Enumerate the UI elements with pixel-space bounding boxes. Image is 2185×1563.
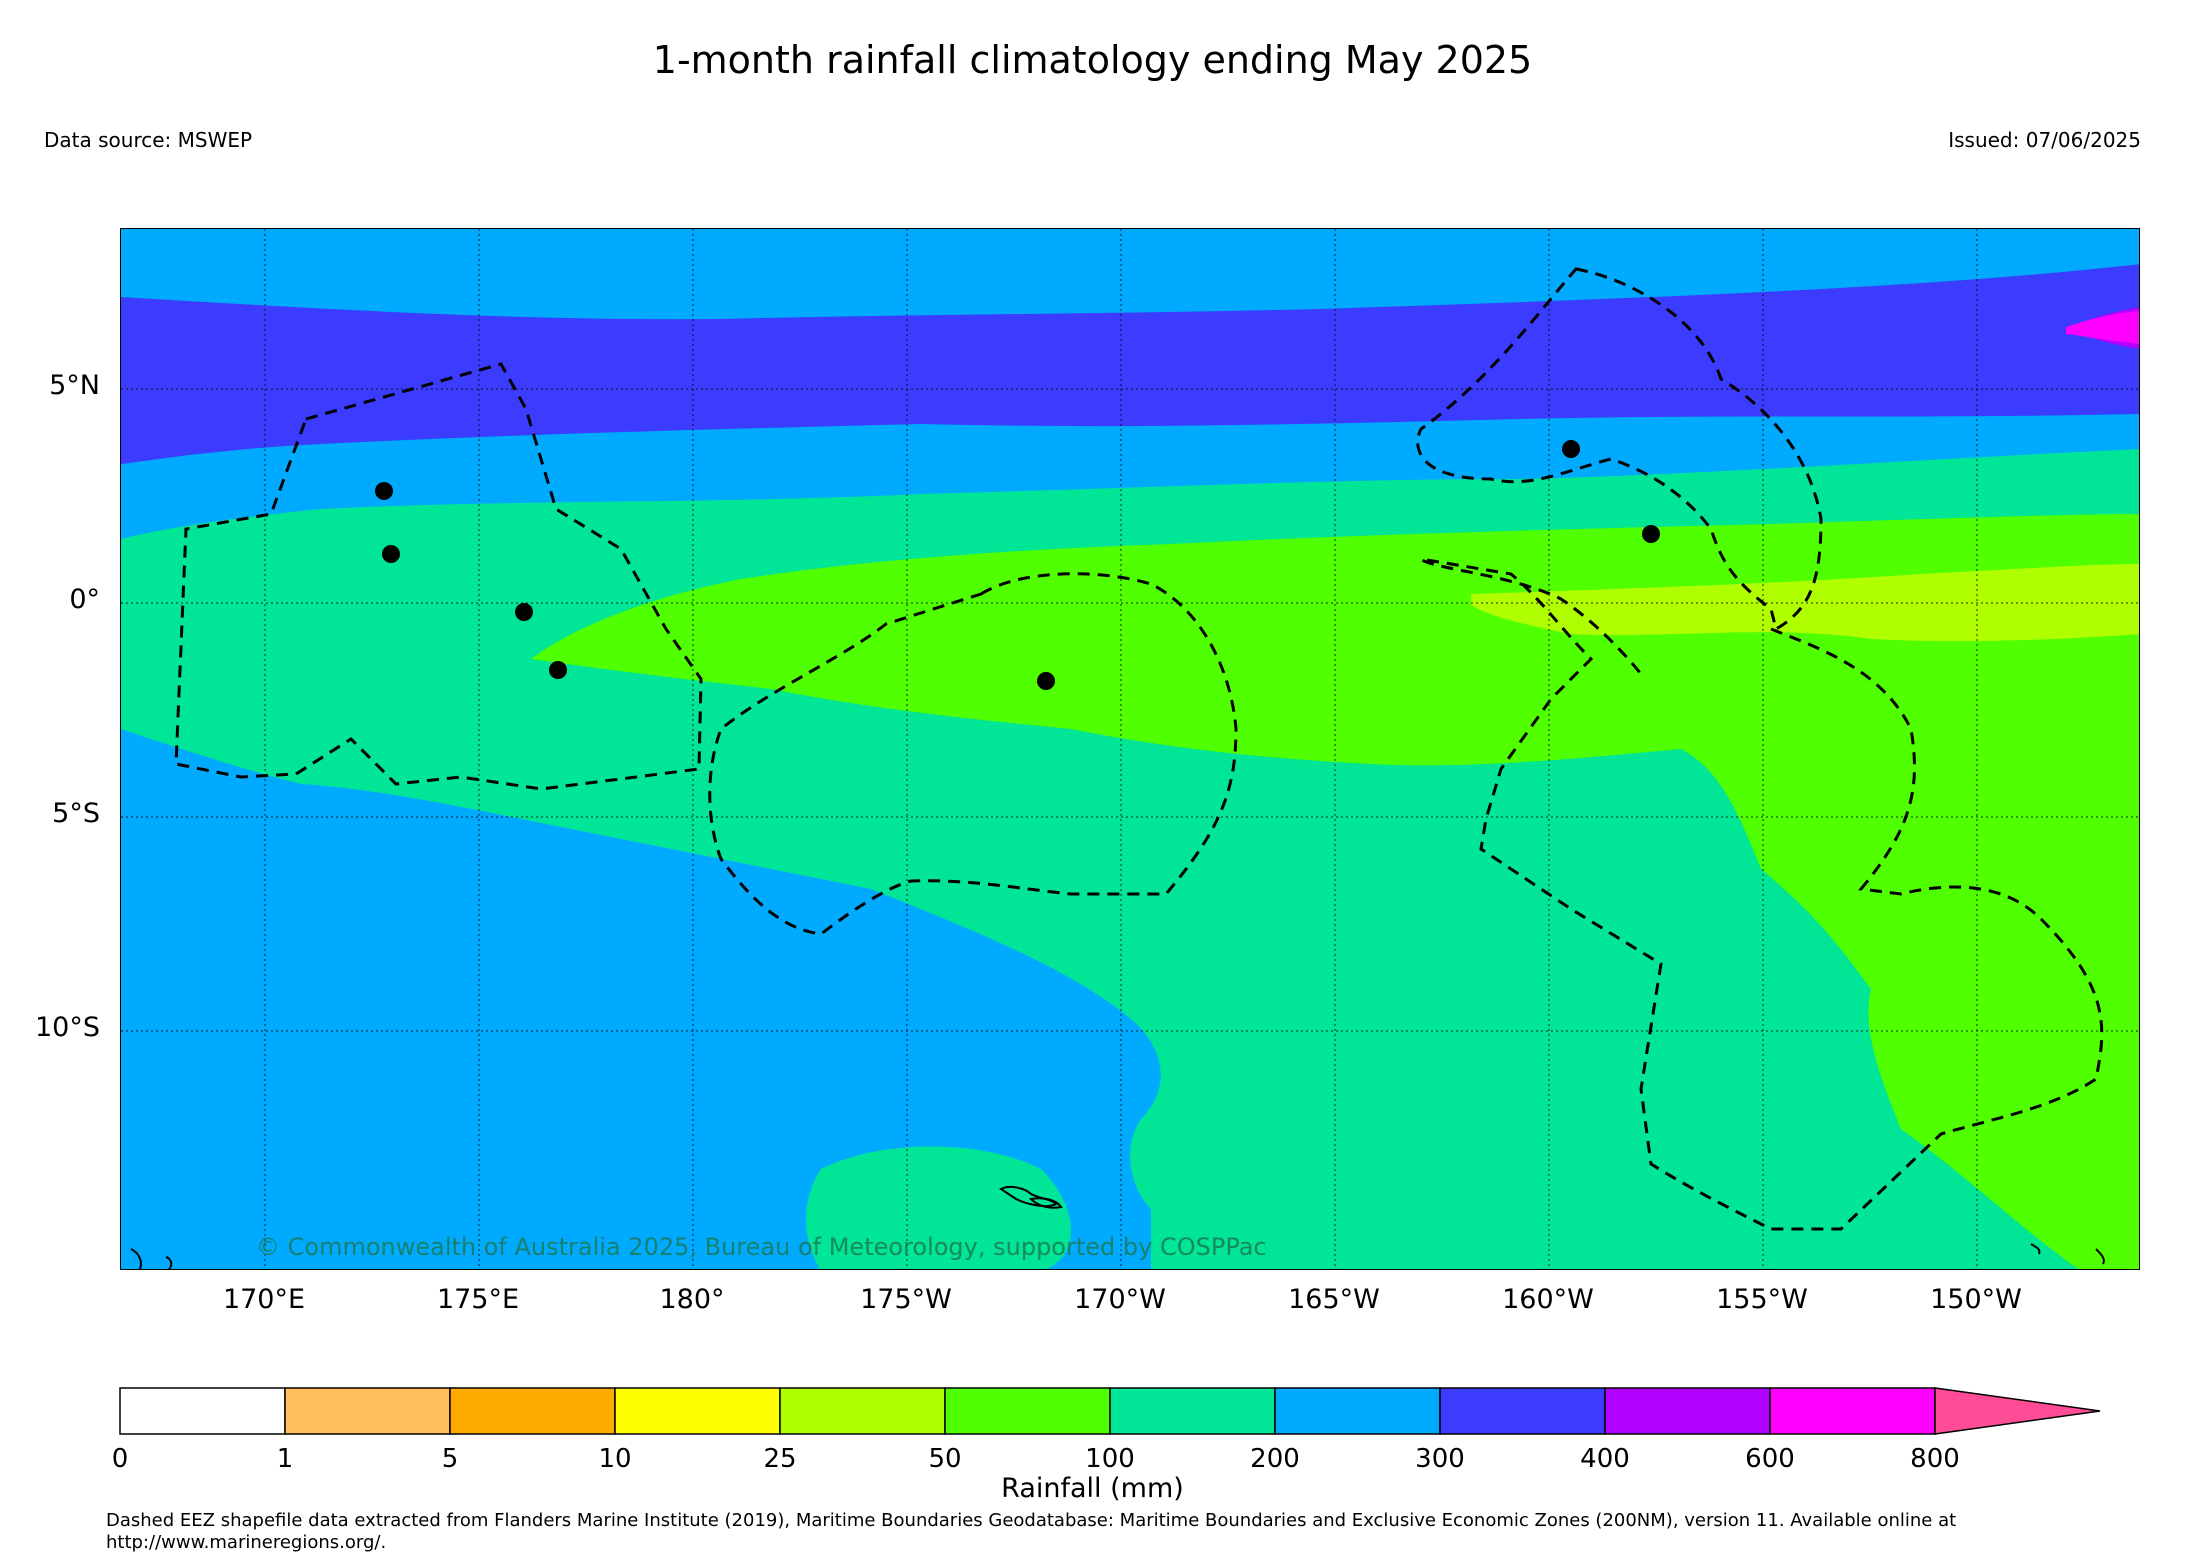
map-title: 1-month rainfall climatology ending May …	[652, 38, 1533, 82]
colorbar-tick-label: 200	[1250, 1444, 1300, 1474]
colorbar-box	[1274, 1387, 1441, 1435]
colorbar-tick-label: 10	[598, 1444, 632, 1474]
island-outlines	[130, 1185, 2105, 1269]
islands	[375, 440, 1660, 690]
lon-label-165w: 165°W	[1288, 1284, 1380, 1315]
zone-100-200-south-patch	[806, 1146, 1071, 1269]
island-marker	[1642, 525, 1660, 543]
colorbar-tick-label: 1	[276, 1444, 294, 1474]
lon-label-180: 180°	[659, 1284, 725, 1315]
colorbar-box	[1439, 1387, 1606, 1435]
colorbar-box	[1109, 1387, 1276, 1435]
island-marker	[515, 603, 533, 621]
colorbar-box	[614, 1387, 781, 1435]
issued-date: Issued: 07/06/2025	[1948, 128, 2141, 152]
zone-200-300-south	[121, 729, 1161, 1269]
eez-kiribati-line-north	[1416, 267, 1823, 632]
colorbar-box	[284, 1387, 451, 1435]
lon-label-170w: 170°W	[1074, 1284, 1166, 1315]
colorbar-tick-label: 25	[763, 1444, 797, 1474]
lon-label-160w: 160°W	[1502, 1284, 1594, 1315]
rainfall-map: © Commonwealth of Australia 2025, Bureau…	[120, 228, 2140, 1270]
zone-600-800	[2066, 311, 2139, 344]
zone-50-100	[531, 514, 2139, 1269]
colorbar-tick-label: 600	[1745, 1444, 1795, 1474]
lon-label-175e: 175°E	[436, 1284, 520, 1315]
zone-25-50	[1471, 564, 2139, 642]
colorbar	[119, 1387, 2101, 1435]
colorbar-boxes	[119, 1387, 2101, 1435]
colorbar-tick-label: 5	[441, 1444, 459, 1474]
colorbar-tick-label: 400	[1580, 1444, 1630, 1474]
colorbar-box	[119, 1387, 286, 1435]
rainfall-map-svg	[121, 229, 2139, 1269]
lat-label-5s: 5°S	[52, 798, 100, 829]
island-marker	[375, 482, 393, 500]
graticule	[121, 229, 2139, 1269]
island-marker	[1562, 440, 1580, 458]
colorbar-extend-arrow	[1934, 1387, 2101, 1435]
colorbar-label: Rainfall (mm)	[1001, 1473, 1184, 1504]
colorbar-tick-label: 50	[928, 1444, 962, 1474]
eez-boundaries	[174, 267, 2104, 1231]
lat-label-10s: 10°S	[35, 1012, 100, 1043]
copyright-notice: © Commonwealth of Australia 2025, Bureau…	[256, 1233, 1267, 1261]
island-marker	[1037, 672, 1055, 690]
colorbar-tick-label: 800	[1910, 1444, 1960, 1474]
lon-label-150w: 150°W	[1930, 1284, 2022, 1315]
colorbar-box	[449, 1387, 616, 1435]
eez-kiribati-gilberts	[174, 362, 703, 791]
lon-label-175w: 175°W	[860, 1284, 952, 1315]
colorbar-tick-label: 100	[1085, 1444, 1135, 1474]
lon-label-155w: 155°W	[1716, 1284, 1808, 1315]
zone-300-400	[121, 264, 2139, 464]
colorbar-box	[1769, 1387, 1936, 1435]
colorbar-box	[1604, 1387, 1771, 1435]
colorbar-tick-label: 0	[111, 1444, 129, 1474]
colorbar-tick-label: 300	[1415, 1444, 1465, 1474]
island-marker	[549, 661, 567, 679]
island-marker	[382, 545, 400, 563]
lat-label-0: 0°	[69, 584, 100, 615]
lon-label-170e: 170°E	[222, 1284, 306, 1315]
lat-label-5n: 5°N	[49, 370, 100, 401]
colorbar-box	[779, 1387, 946, 1435]
data-source: Data source: MSWEP	[44, 128, 253, 152]
eez-kiribati-phoenix	[708, 572, 1238, 936]
footnote: Dashed EEZ shapefile data extracted from…	[106, 1510, 1957, 1553]
colorbar-box	[944, 1387, 1111, 1435]
